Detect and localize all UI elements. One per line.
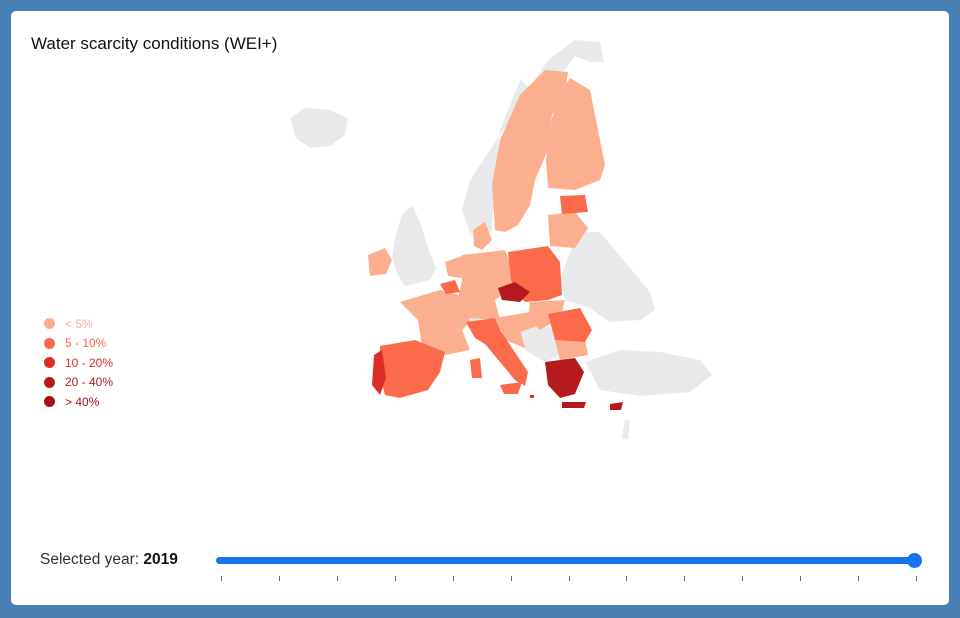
- country-belgium[interactable]: [440, 280, 460, 294]
- legend-label: 20 - 40%: [65, 375, 114, 390]
- slider-tick: [626, 576, 628, 581]
- legend-dot-lt5: [44, 318, 55, 330]
- legend-item: 10 - 20%: [44, 353, 113, 373]
- slider-tick: [336, 576, 338, 581]
- slider-tick: [742, 576, 744, 581]
- country-cyprus[interactable]: [610, 402, 623, 410]
- country-estonia[interactable]: [560, 195, 588, 214]
- slider-tick: [278, 576, 280, 581]
- country-spain[interactable]: [380, 340, 445, 398]
- slider-tick: [858, 576, 860, 581]
- legend-dot-5-10: [44, 337, 55, 349]
- slider-track[interactable]: [216, 557, 914, 564]
- map-legend: < 5% 5 - 10% 10 - 20% 20 - 40% > 40%: [44, 314, 113, 412]
- legend-item: > 40%: [44, 392, 113, 412]
- slider-tick: [510, 576, 512, 581]
- country-crete[interactable]: [562, 402, 586, 408]
- legend-dot-10-20: [44, 357, 55, 369]
- country-sweden[interactable]: [492, 70, 568, 232]
- country-malta[interactable]: [530, 395, 534, 398]
- country-israel[interactable]: [622, 420, 630, 440]
- legend-label: < 5%: [65, 316, 93, 331]
- country-balkans[interactable]: [510, 322, 560, 362]
- country-denmark[interactable]: [473, 222, 492, 250]
- country-turkey[interactable]: [585, 350, 712, 396]
- country-netherlands[interactable]: [445, 256, 462, 278]
- selected-year-label: Selected year:: [40, 551, 140, 568]
- legend-item: 5 - 10%: [44, 334, 113, 354]
- country-greece[interactable]: [545, 358, 584, 398]
- slider-tick: [221, 576, 222, 581]
- country-sardinia[interactable]: [470, 358, 482, 378]
- selected-year: Selected year: 2019: [40, 551, 178, 569]
- country-uk[interactable]: [392, 205, 436, 286]
- legend-label: > 40%: [65, 394, 100, 409]
- map-card: Water scarcity conditions (WEI+): [11, 11, 949, 605]
- selected-year-value: 2019: [143, 551, 178, 568]
- legend-dot-gt40: [44, 396, 55, 408]
- slider-tick: [394, 576, 396, 581]
- legend-dot-20-40: [44, 376, 55, 388]
- country-croatia[interactable]: [500, 328, 525, 348]
- slider-tick: [568, 576, 570, 581]
- country-ireland[interactable]: [368, 248, 392, 276]
- country-romania[interactable]: [548, 308, 592, 342]
- country-latvia-lithuania[interactable]: [548, 212, 588, 248]
- legend-item: 20 - 40%: [44, 373, 113, 393]
- country-france[interactable]: [400, 290, 470, 356]
- slider-thumb[interactable]: [907, 553, 922, 568]
- slider-tick: [916, 576, 917, 581]
- legend-item: < 5%: [44, 314, 113, 334]
- legend-label: 10 - 20%: [65, 355, 114, 370]
- country-norway[interactable]: [462, 40, 604, 242]
- year-slider[interactable]: [216, 551, 922, 581]
- country-portugal[interactable]: [372, 350, 386, 395]
- country-germany[interactable]: [458, 250, 512, 320]
- legend-label: 5 - 10%: [65, 336, 107, 351]
- slider-tick: [452, 576, 454, 581]
- country-italy[interactable]: [466, 318, 528, 386]
- country-czechia[interactable]: [498, 282, 530, 302]
- country-iceland[interactable]: [290, 108, 348, 148]
- country-belarus-ukraine-russia[interactable]: [560, 232, 655, 322]
- slider-tick: [684, 576, 686, 581]
- country-sicily[interactable]: [500, 382, 522, 394]
- slider-tick: [800, 576, 802, 581]
- europe-map: [290, 40, 712, 440]
- country-bulgaria[interactable]: [555, 340, 588, 360]
- country-finland[interactable]: [546, 78, 605, 190]
- country-hungary-slovakia[interactable]: [528, 300, 565, 330]
- map-title: Water scarcity conditions (WEI+): [31, 34, 278, 53]
